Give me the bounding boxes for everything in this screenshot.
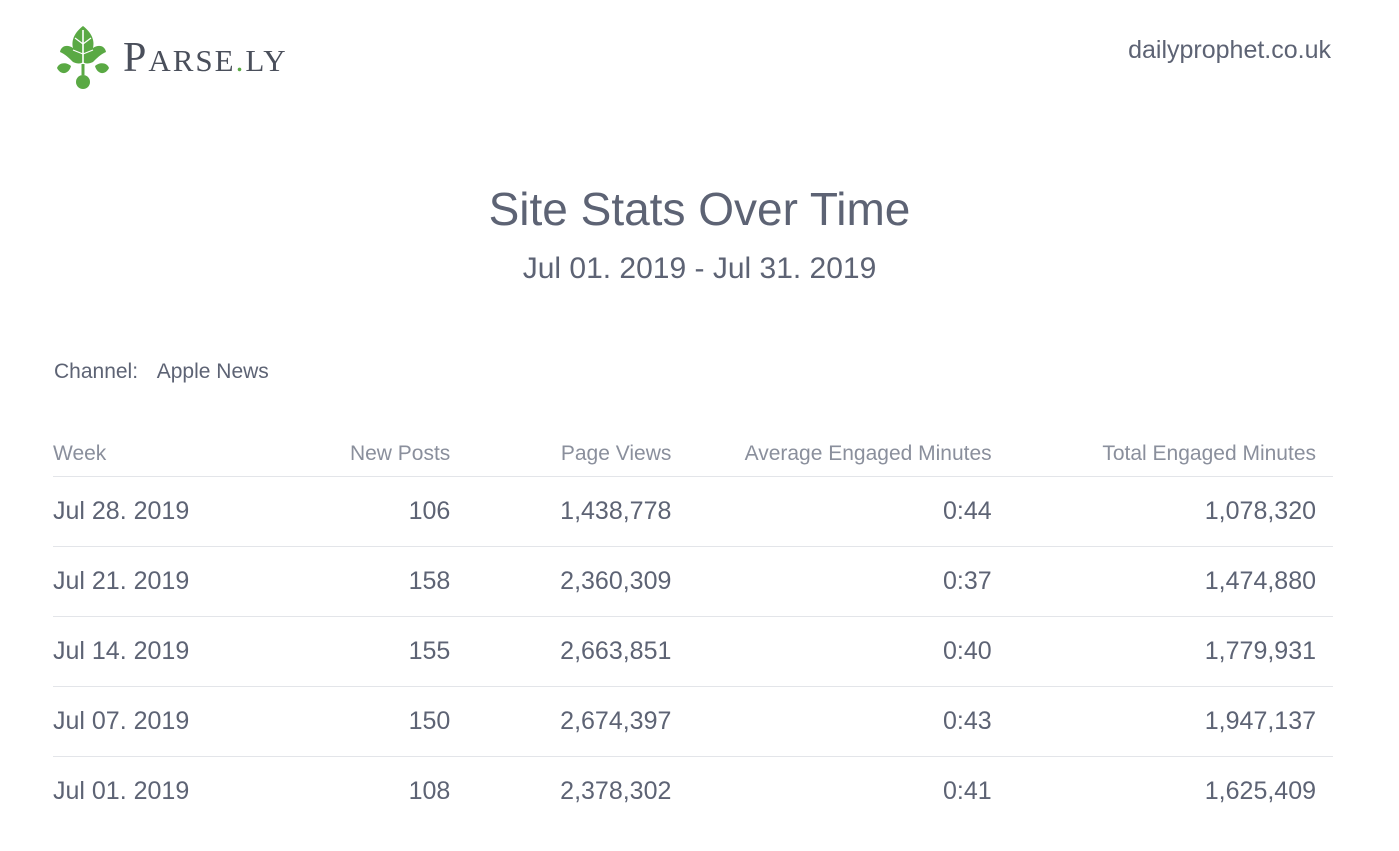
total-engaged-minutes-cell: 1,947,137 [1008, 686, 1333, 757]
date-range: Jul 01. 2019 - Jul 31. 2019 [522, 252, 877, 285]
page-views-cell: 2,378,302 [560, 777, 672, 805]
total-engaged-minutes-cell: 1,078,320 [1008, 476, 1333, 547]
new-posts-cell: 155 [278, 616, 468, 687]
week-cell: Jul 21. 2019 [53, 546, 279, 617]
total-engaged-minutes-cell: 1,474,880 [1008, 546, 1333, 617]
report-title-block: Site Stats Over Time Jul 01. 2019 - Jul … [0, 180, 1399, 288]
table-row: Jul 21. 2019 158 2,360,309 0:37 1,474,88… [53, 546, 1333, 617]
parsely-logo: P ARSE. LY [53, 24, 288, 92]
site-domain: dailyprophet.co.uk [1128, 36, 1331, 64]
week-cell: Jul 14. 2019 [53, 616, 279, 687]
total-engaged-minutes-cell: 1,625,409 [1204, 777, 1316, 805]
new-posts-cell: 106 [278, 476, 468, 547]
page-views-cell: 2,674,397 [467, 686, 689, 757]
site-stats-table: Week New Posts Page Views Average Engage… [53, 432, 1333, 826]
avg-engaged-minutes-cell: 0:40 [688, 616, 1009, 687]
page-views-cell: 2,663,851 [467, 616, 689, 687]
avg-engaged-minutes-cell: 0:41 [943, 777, 992, 805]
page-views-cell: 1,438,778 [467, 476, 689, 547]
new-posts-cell: 158 [278, 546, 468, 617]
page-views-cell: 2,360,309 [467, 546, 689, 617]
column-header-new-posts: New Posts [278, 432, 468, 477]
total-engaged-minutes-cell: 1,779,931 [1008, 616, 1333, 687]
table-row: Jul 28. 2019 106 1,438,778 0:44 1,078,32… [53, 476, 1333, 547]
channel-filter: Channel: Apple News [54, 360, 269, 384]
new-posts-cell: 150 [278, 686, 468, 757]
channel-label: Channel: [54, 360, 139, 383]
column-header-page-views: Page Views [467, 432, 689, 477]
avg-engaged-minutes-cell: 0:44 [688, 476, 1009, 547]
channel-value: Apple News [156, 360, 269, 383]
report-header: P ARSE. LY dailyprophet.co.uk [0, 0, 1399, 110]
column-header-average-engaged-minutes: Average Engaged Minutes [688, 432, 1009, 477]
parsely-wordmark: P ARSE. LY [123, 35, 288, 81]
column-header-total-engaged-minutes: Total Engaged Minutes [1008, 432, 1333, 477]
week-cell: Jul 01. 2019 [53, 777, 190, 805]
table-row: Jul 14. 2019 155 2,663,851 0:40 1,779,93… [53, 616, 1333, 687]
new-posts-cell: 108 [408, 777, 451, 805]
avg-engaged-minutes-cell: 0:43 [688, 686, 1009, 757]
parsley-leaf-icon [57, 26, 109, 89]
table-header-row: Week New Posts Page Views Average Engage… [53, 432, 1333, 477]
table-row: Jul 01. 2019 108 2,378,302 0:41 1,625,40… [53, 757, 1333, 827]
column-header-week: Week [53, 432, 279, 477]
avg-engaged-minutes-cell: 0:37 [688, 546, 1009, 617]
week-cell: Jul 07. 2019 [53, 686, 279, 757]
page-title: Site Stats Over Time [488, 183, 911, 235]
table-row: Jul 07. 2019 150 2,674,397 0:43 1,947,13… [53, 686, 1333, 757]
week-cell: Jul 28. 2019 [53, 476, 279, 547]
